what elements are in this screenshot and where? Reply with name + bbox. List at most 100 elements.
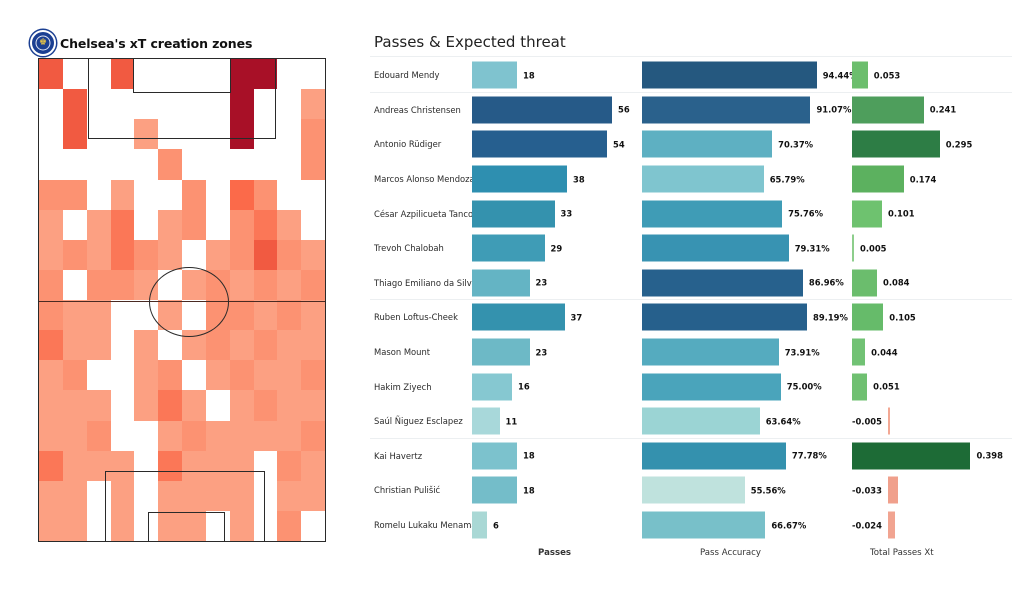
heatmap-cell — [134, 390, 159, 421]
bar — [472, 442, 517, 470]
heatmap-cell — [158, 480, 182, 511]
heatmap-cell — [39, 420, 63, 451]
axis-label-total-passes-xt: Total Passes Xt — [870, 548, 934, 558]
header-divider — [370, 56, 1012, 57]
heatmap-cell — [205, 510, 230, 541]
bar — [642, 407, 760, 435]
bar — [472, 338, 530, 366]
bar-cell-total-passes-xt: 0.053 — [852, 61, 900, 89]
bar — [642, 234, 789, 262]
heatmap-cell — [229, 149, 254, 180]
bar — [642, 442, 786, 470]
bar — [642, 373, 781, 401]
heatmap-cell — [301, 390, 325, 421]
bar — [642, 338, 779, 366]
bar-value-label: 11 — [505, 416, 518, 427]
heatmap-cell — [39, 269, 63, 300]
heatmap-cell — [134, 59, 159, 90]
heatmap-cell — [86, 209, 111, 240]
player-name: Edouard Mendy — [374, 70, 440, 81]
player-name: César Azpilicueta Tanco — [374, 208, 474, 219]
bar — [472, 373, 512, 401]
bar — [642, 130, 773, 158]
bar-value-label: 0.101 — [888, 208, 915, 219]
heatmap-cell — [182, 390, 206, 421]
player-name: Mason Mount — [374, 347, 431, 358]
bar-value-label: 73.91% — [784, 347, 820, 358]
heatmap-cell — [134, 239, 159, 270]
heatmap-cell — [110, 209, 135, 240]
heatmap-cell — [229, 239, 254, 270]
heatmap-cell — [277, 119, 302, 150]
heatmap-cell — [134, 209, 159, 240]
heatmap-cell — [86, 119, 111, 150]
heatmap-cell — [205, 269, 230, 300]
bar-cell-passes: 23 — [472, 269, 547, 297]
heatmap-cell — [158, 209, 182, 240]
heatmap-cell — [253, 330, 278, 361]
bar-value-label: 37 — [570, 312, 583, 323]
bar — [852, 373, 868, 401]
heatmap-cell — [62, 209, 87, 240]
heatmap-cell — [229, 209, 254, 240]
heatmap-cell — [39, 510, 63, 541]
heatmap-cell — [39, 300, 63, 331]
bar-cell-pass-accuracy: 66.67% — [642, 511, 806, 539]
bar-cell-total-passes-xt: -0.033 — [852, 476, 898, 504]
bar-cell-pass-accuracy: 75.00% — [642, 373, 822, 401]
bar-cell-total-passes-xt: 0.084 — [852, 269, 910, 297]
bar — [472, 130, 607, 158]
bar-cell-pass-accuracy: 91.07% — [642, 96, 851, 124]
heatmap-cell — [253, 59, 278, 90]
table-row: Ruben Loftus-Cheek 37 89.19% 0.105 — [362, 300, 1024, 335]
heatmap-cell — [158, 59, 182, 90]
heatmap-cell — [229, 119, 254, 150]
bar-value-label: -0.033 — [852, 485, 882, 496]
bar-cell-pass-accuracy: 73.91% — [642, 338, 820, 366]
heatmap-cell — [229, 480, 254, 511]
heatmap-cell — [62, 59, 87, 90]
heatmap-cell — [86, 420, 111, 451]
bar-cell-pass-accuracy: 63.64% — [642, 407, 801, 435]
heatmap-cell — [253, 450, 278, 481]
bar-cell-passes: 6 — [472, 511, 499, 539]
bar — [852, 303, 884, 331]
heatmap-cell — [182, 480, 206, 511]
heatmap-cell — [86, 450, 111, 481]
bar-value-label: 18 — [523, 485, 535, 496]
player-name: Kai Havertz — [374, 450, 423, 461]
bar-cell-total-passes-xt: 0.101 — [852, 200, 915, 228]
heatmap-grid — [39, 59, 325, 541]
bar-value-label: 65.79% — [769, 174, 805, 185]
bar — [472, 511, 487, 539]
heatmap-cell — [182, 119, 206, 150]
heatmap-cell — [205, 209, 230, 240]
heatmap-cell — [39, 89, 63, 120]
heatmap-cell — [182, 239, 206, 270]
heatmap-cell — [229, 269, 254, 300]
heatmap-cell — [277, 450, 302, 481]
bar-cell-pass-accuracy: 79.31% — [642, 234, 830, 262]
bar — [852, 130, 940, 158]
heatmap-cell — [86, 149, 111, 180]
heatmap-cell — [253, 89, 278, 120]
heatmap-cell — [253, 420, 278, 451]
heatmap-cell — [110, 149, 135, 180]
bar — [887, 407, 890, 435]
heatmap-cell — [253, 269, 278, 300]
heatmap-cell — [86, 300, 111, 331]
table-row: César Azpilicueta Tanco 33 75.76% 0.101 — [362, 196, 1024, 231]
bar — [472, 234, 545, 262]
heatmap-cell — [39, 209, 63, 240]
heatmap-cell — [110, 390, 135, 421]
heatmap-cell — [182, 300, 206, 331]
bar-value-label: 16 — [518, 381, 530, 392]
heatmap-cell — [277, 510, 302, 541]
heatmap-cell — [39, 360, 63, 391]
bar-cell-total-passes-xt: 0.005 — [852, 234, 887, 262]
heatmap-cell — [277, 480, 302, 511]
heatmap-cell — [134, 300, 159, 331]
table-row: Marcos Alonso Mendoza 38 65.79% 0.174 — [362, 162, 1024, 197]
heatmap-cell — [301, 179, 325, 210]
bar — [852, 234, 854, 262]
